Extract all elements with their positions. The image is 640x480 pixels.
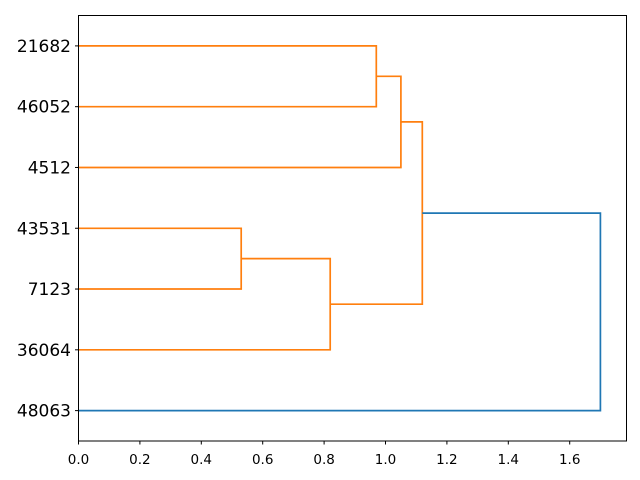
x-tick-label: 1.0: [375, 452, 396, 468]
leaf-label: 43531: [17, 219, 71, 239]
leaf-label: 46052: [17, 98, 71, 118]
x-tick-label: 1.2: [436, 452, 457, 468]
x-tick-label: 0.2: [129, 452, 150, 468]
x-tick-label: 0.0: [68, 452, 89, 468]
dendrogram-link: [78, 212, 602, 412]
x-tick-label: 0.6: [252, 452, 273, 468]
x-tick-label: 1.4: [498, 452, 519, 468]
x-axis: 0.0 0.2 0.4 0.6 0.8 1.0 1.2 1.4 1.6: [68, 441, 580, 468]
x-tick-label: 1.6: [559, 452, 580, 468]
x-tick-label: 0.8: [313, 452, 334, 468]
dendrogram-links: [78, 45, 602, 412]
leaf-label: 36064: [17, 341, 71, 361]
leaf-label: 7123: [28, 280, 71, 300]
y-axis: 21682 46052 4512 43531 7123 36064 48063: [17, 37, 79, 422]
leaf-label: 21682: [17, 37, 71, 57]
leaf-label: 48063: [17, 402, 71, 422]
leaf-label: 4512: [28, 158, 71, 178]
x-tick-label: 0.4: [191, 452, 212, 468]
